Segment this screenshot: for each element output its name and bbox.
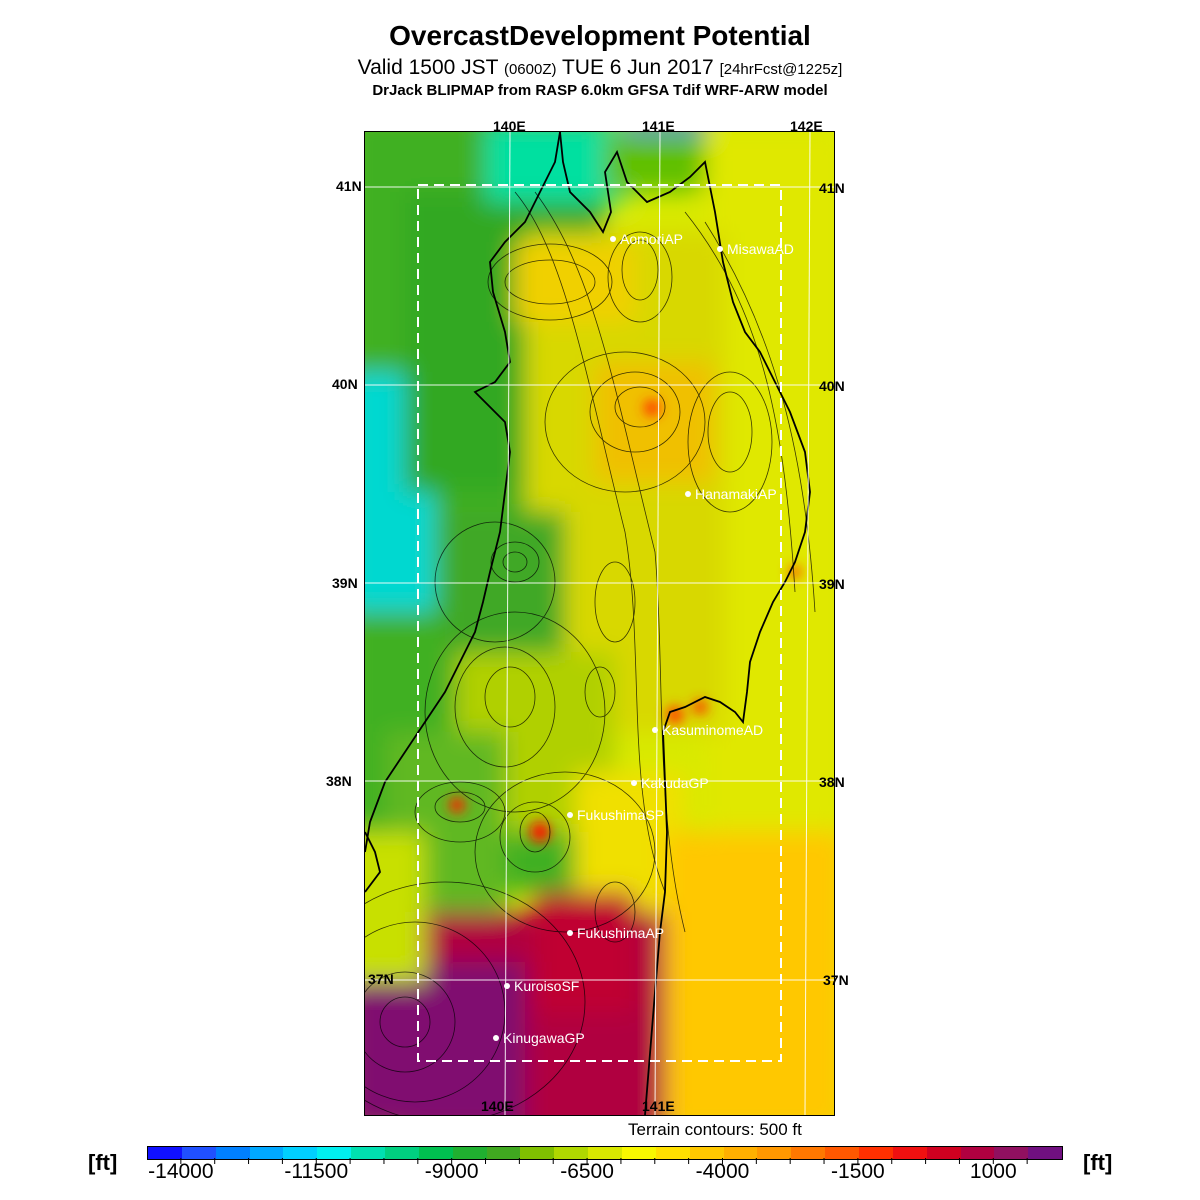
map-canvas: AomoriAP MisawaAD HanamakiAP KasuminomeA…: [365, 132, 834, 1115]
colorbar-segment: [655, 1147, 690, 1159]
colorbar-segment: [791, 1147, 826, 1159]
colorbar-segment: [181, 1147, 216, 1159]
colorbar-segment: [926, 1147, 961, 1159]
inner-domain-box: [417, 184, 782, 1062]
lat-label-left: 41N: [336, 178, 362, 194]
map-subtitle: Valid 1500 JST (0600Z) TUE 6 Jun 2017 [2…: [0, 56, 1200, 80]
colorbar: [147, 1146, 1063, 1160]
station-hanamakiap[interactable]: HanamakiAP: [685, 486, 777, 502]
station-misawaad[interactable]: MisawaAD: [717, 241, 794, 257]
station-kasuminomead[interactable]: KasuminomeAD: [652, 722, 763, 738]
colorbar-segment: [1028, 1147, 1063, 1159]
station-aomoriap[interactable]: AomoriAP: [610, 231, 683, 247]
station-kuroisosf[interactable]: KuroisoSF: [504, 978, 579, 994]
hot-spots: [449, 400, 801, 842]
lat-label-left: 40N: [332, 376, 358, 392]
model-info: DrJack BLIPMAP from RASP 6.0km GFSA Tdif…: [372, 82, 828, 99]
lat-label-right: 38N: [819, 774, 845, 790]
colorbar-segment: [385, 1147, 419, 1159]
lat-label-right: 39N: [819, 576, 845, 592]
colorbar-segment: [452, 1147, 487, 1159]
svg-text:KasuminomeAD: KasuminomeAD: [662, 722, 763, 738]
colorbar-tick-label: 1000: [969, 1160, 1017, 1183]
lon-label-bottom: 140E: [481, 1098, 514, 1114]
colorbar-tick-label: -14000: [148, 1160, 214, 1183]
colorbar-unit-right: [ft]: [1083, 1150, 1113, 1175]
coastline: [365, 132, 811, 1115]
colorbar-segment: [148, 1147, 182, 1159]
svg-text:FukushimaAP: FukushimaAP: [577, 925, 664, 941]
svg-text:HanamakiAP: HanamakiAP: [695, 486, 777, 502]
lon-label-bottom: 141E: [642, 1098, 675, 1114]
colorbar-segment: [418, 1147, 453, 1159]
svg-text:AomoriAP: AomoriAP: [620, 231, 683, 247]
colorbar-segment: [588, 1147, 623, 1159]
lat-label-right: 41N: [819, 180, 845, 196]
colorbar-segment: [351, 1147, 386, 1159]
latlon-grid: [365, 132, 834, 1115]
colorbar-segment: [520, 1147, 555, 1159]
colorbar-segment: [960, 1147, 995, 1159]
colorbar-segment: [622, 1147, 656, 1159]
lat-label-right: 37N: [823, 972, 849, 988]
map-title: OvercastDevelopment Potential: [389, 20, 811, 51]
colorbar-segment: [892, 1147, 927, 1159]
colorbar-segment: [994, 1147, 1029, 1159]
valid-zulu: (0600Z): [503, 61, 557, 78]
colorbar-tick-label: -11500: [284, 1160, 349, 1183]
lat-label-left: 37N: [368, 971, 394, 987]
colorbar-segment: [723, 1147, 758, 1159]
colorbar-segment: [283, 1147, 318, 1159]
colorbar-tick-label: -6500: [560, 1160, 614, 1183]
svg-text:FukushimaSP: FukushimaSP: [577, 807, 664, 823]
colorbar-tick-label: -9000: [424, 1160, 479, 1183]
valid-date: TUE 6 Jun 2017: [561, 56, 714, 79]
station-fukushimaap[interactable]: FukushimaAP: [567, 925, 664, 941]
station-kinugawagp[interactable]: KinugawaGP: [493, 1030, 585, 1046]
station-kakudagp[interactable]: KakudaGP: [631, 775, 709, 791]
svg-text:KinugawaGP: KinugawaGP: [503, 1030, 585, 1046]
lat-label-right: 40N: [819, 378, 845, 394]
valid-time: Valid 1500 JST: [357, 56, 499, 79]
colorbar-segment: [486, 1147, 521, 1159]
map-svg: AomoriAP MisawaAD HanamakiAP KasuminomeA…: [365, 132, 834, 1115]
colorbar-ticks: [180, 1158, 1028, 1164]
colorbar-segment: [249, 1147, 284, 1159]
svg-text:MisawaAD: MisawaAD: [727, 241, 794, 257]
station-fukushimasp[interactable]: FukushimaSP: [567, 807, 664, 823]
colorbar-segment: [554, 1147, 589, 1159]
colorbar-segment: [317, 1147, 352, 1159]
lon-label-top: 141E: [642, 118, 675, 134]
lon-label-top: 140E: [493, 118, 526, 134]
terrain-contour-note: Terrain contours: 500 ft: [628, 1120, 802, 1139]
colorbar-segment: [215, 1147, 250, 1159]
colorbar-segment: [757, 1147, 792, 1159]
stations: AomoriAP MisawaAD HanamakiAP KasuminomeA…: [493, 231, 794, 1046]
forecast-info: [24hrFcst@1225z]: [719, 61, 843, 78]
lon-label-top: 142E: [790, 118, 823, 134]
svg-text:KuroisoSF: KuroisoSF: [514, 978, 579, 994]
svg-text:KakudaGP: KakudaGP: [641, 775, 709, 791]
colorbar-tick-label: -1500: [831, 1160, 885, 1183]
colorbar-segment: [859, 1147, 893, 1159]
lat-label-left: 39N: [332, 575, 358, 591]
lat-label-left: 38N: [326, 773, 352, 789]
colorbar-unit-left: [ft]: [88, 1150, 118, 1175]
colorbar-tick-label: -4000: [695, 1160, 750, 1183]
colorbar-segment: [689, 1147, 724, 1159]
colorbar-segment: [825, 1147, 860, 1159]
